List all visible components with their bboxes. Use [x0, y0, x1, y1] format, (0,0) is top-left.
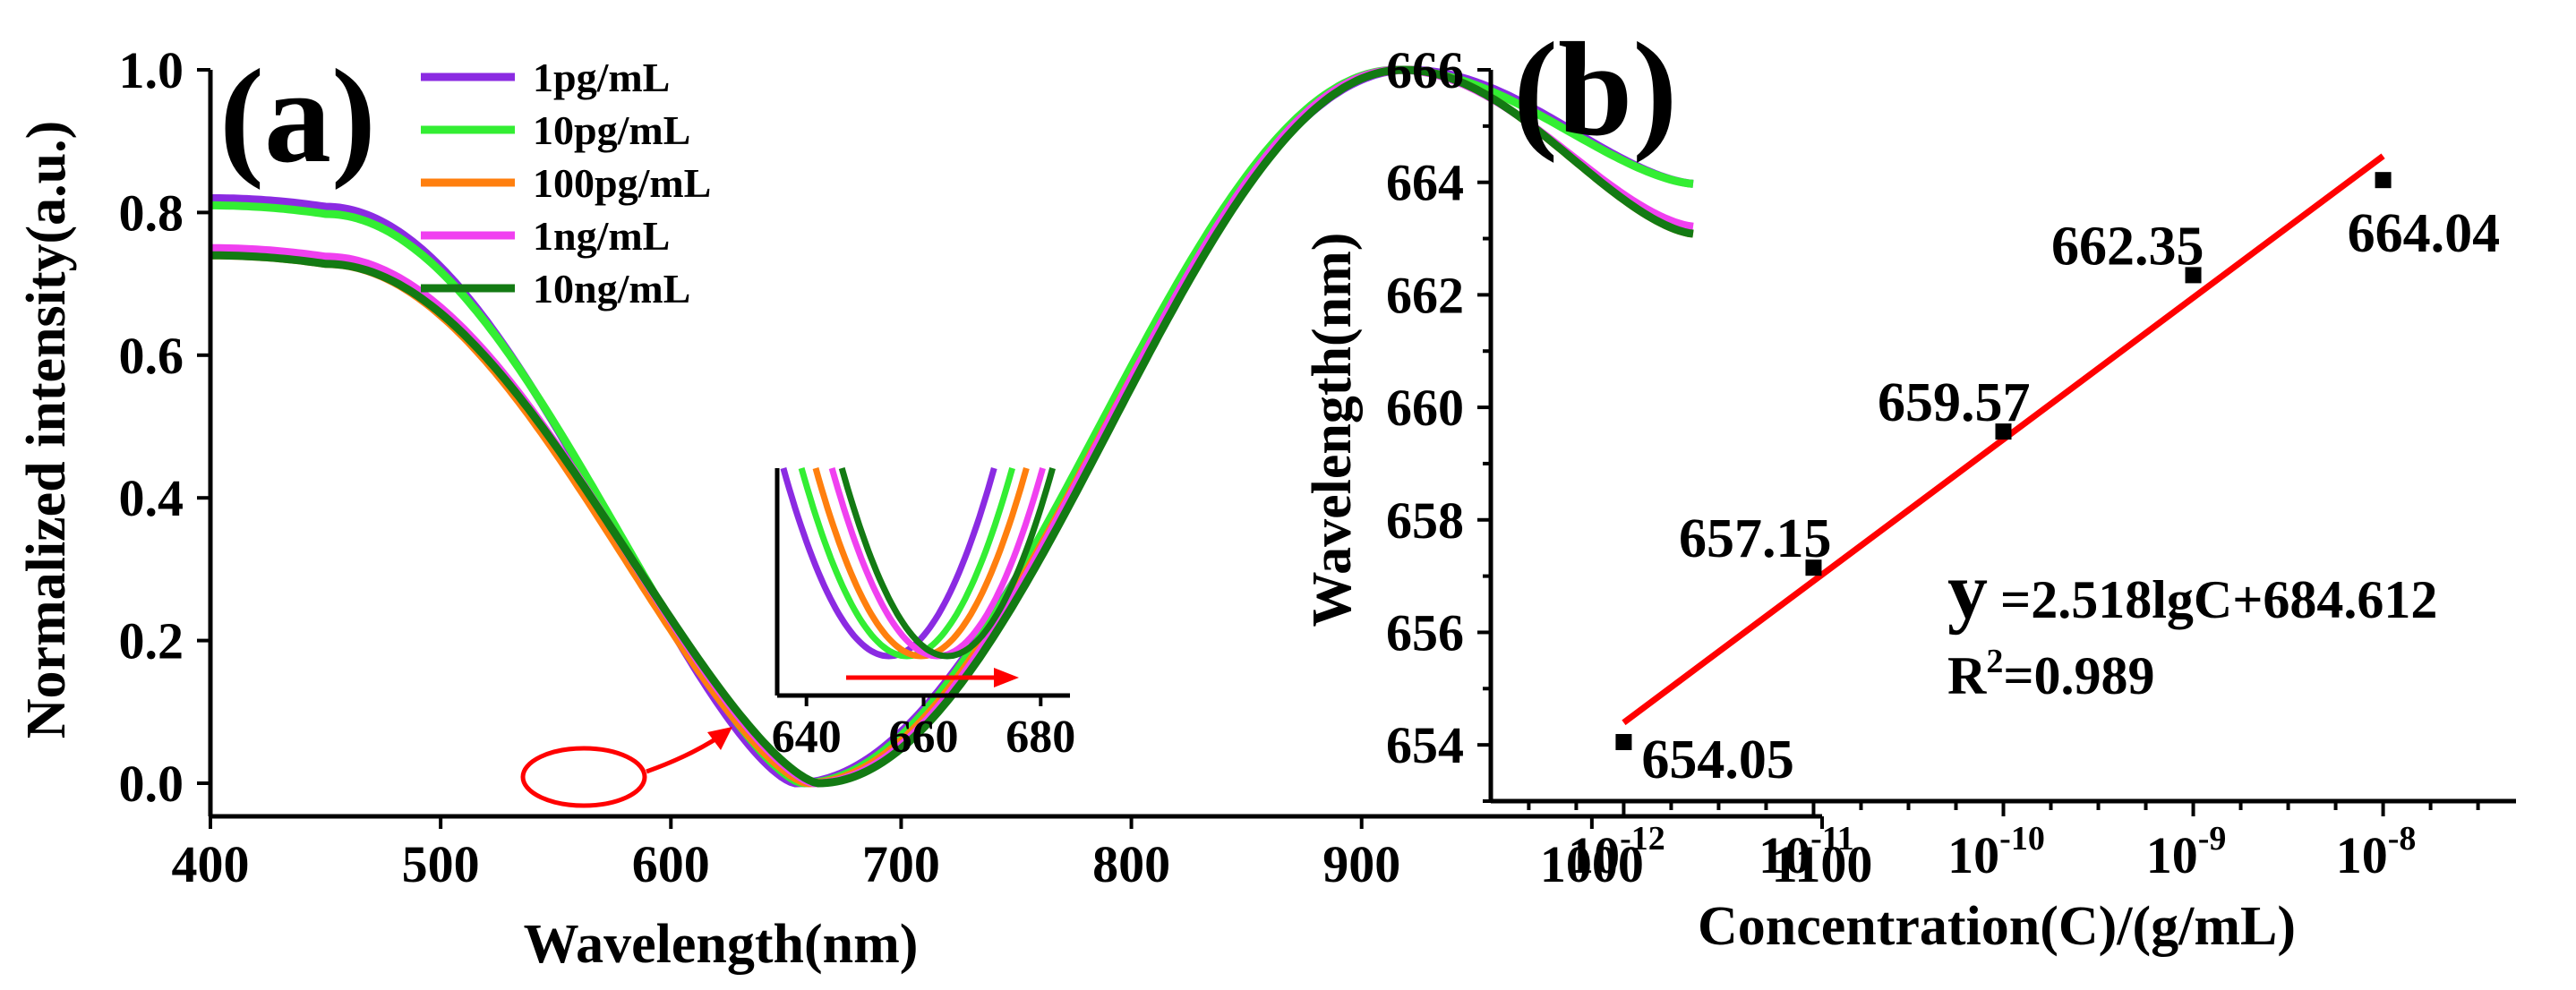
- a-y-tick-label: 0.6: [119, 327, 184, 385]
- b-x-tick-exponent: -8: [2388, 820, 2417, 858]
- b-y-tick-label: 666: [1386, 41, 1464, 99]
- inset-curves: [780, 467, 1056, 660]
- b-x-tick-label: 10-11: [1759, 820, 1854, 884]
- b-x-tick-label: 10-10: [1947, 820, 2045, 884]
- fit-r-squared: R2=0.989: [1947, 643, 2155, 705]
- b-x-tick-base: 10: [1947, 826, 1999, 884]
- a-x-ticks: 400 500 600 700 800 900 1000 1100: [172, 816, 1873, 893]
- panel-b-label: (b): [1513, 15, 1677, 164]
- b-x-tick-base: 10: [1759, 826, 1810, 884]
- b-x-tick-base: 10: [1568, 826, 1620, 884]
- a-y-tick-label: 0.0: [119, 755, 184, 813]
- fit-equation: y =2.518lgC+684.612: [1947, 547, 2437, 636]
- a-x-tick-label: 800: [1092, 835, 1170, 893]
- legend-item-10pg/mL: 10pg/mL: [533, 107, 690, 153]
- data-point: [2375, 172, 2392, 189]
- a-y-tick-label: 1.0: [119, 41, 184, 99]
- a-x-tick-label: 900: [1322, 835, 1400, 893]
- data-point: [1995, 423, 2012, 440]
- inset: 640 660 680: [772, 467, 1075, 763]
- inset-series-line-10ng/mL: [838, 467, 1056, 660]
- panel-a: (a) 400 500 600 700 800 900 1000 1100 0.0 0.2 0.4…: [16, 41, 1872, 975]
- a-y-axis-label: Normalized intensity(a.u.): [16, 121, 77, 739]
- inset-series-line-100pg/mL: [812, 467, 1030, 660]
- b-x-tick-label: 10-12: [1568, 820, 1665, 884]
- fit-r-squared-value: =0.989: [2003, 646, 2154, 705]
- inset-x-tick-label: 660: [889, 712, 959, 763]
- fit-equation-body: =2.518lgC+684.612: [2000, 570, 2437, 629]
- data-label: 657.15: [1679, 508, 1832, 569]
- a-x-tick-label: 600: [632, 835, 710, 893]
- legend-item-1pg/mL: 1pg/mL: [533, 55, 670, 100]
- fit-r-squared-r: R: [1947, 646, 1987, 705]
- inset-ticks: 640 660 680: [772, 696, 1075, 763]
- inset-x-tick-label: 680: [1006, 712, 1075, 763]
- b-x-tick-label: 10-9: [2146, 820, 2227, 884]
- b-points: 654.05 657.15 659.57 662.35 664.04: [1615, 172, 2500, 790]
- b-y-tick-label: 656: [1386, 603, 1464, 661]
- a-x-axis-label: Wavelength(nm): [524, 914, 919, 975]
- b-x-tick-base: 10: [2336, 826, 2388, 884]
- b-x-axis-label-text: Concentration(C)/(g/mL): [1698, 896, 2296, 957]
- dip-to-inset-arrow: [646, 733, 723, 774]
- b-y-ticks: 654 656 658 660 662 664 666: [1386, 41, 1491, 803]
- b-x-tick-exponent: -12: [1620, 820, 1665, 858]
- a-y-tick-label: 0.8: [119, 183, 184, 242]
- data-label: 664.04: [2348, 203, 2501, 264]
- a-y-tick-label: 0.4: [119, 469, 184, 527]
- b-x-tick-exponent: -11: [1810, 820, 1854, 858]
- b-x-tick-base: 10: [2146, 826, 2198, 884]
- b-x-tick-exponent: -9: [2198, 820, 2227, 858]
- legend: 1pg/mL 10pg/mL 100pg/mL 1ng/mL 10ng/mL: [421, 55, 711, 312]
- a-x-tick-label: 1100: [1772, 835, 1873, 893]
- inset-shift-arrowhead: [994, 668, 1019, 687]
- inset-series-line-1pg/mL: [780, 467, 997, 660]
- data-label: 662.35: [2051, 216, 2204, 277]
- dip-to-inset-arrowhead: [707, 727, 732, 750]
- data-point: [2185, 267, 2202, 284]
- b-x-axis-label: Concentration(C)/(g/mL): [1698, 896, 2296, 957]
- b-x-tick-label: 10-8: [2336, 820, 2417, 884]
- legend-item-1ng/mL: 1ng/mL: [533, 213, 670, 259]
- a-x-tick-label: 400: [172, 835, 250, 893]
- panel-a-label: (a): [219, 42, 376, 191]
- a-x-tick-label: 500: [402, 835, 480, 893]
- data-label: 659.57: [1878, 372, 2031, 433]
- b-y-tick-label: 658: [1386, 491, 1464, 550]
- a-y-tick-label: 0.2: [119, 612, 184, 670]
- legend-item-10ng/mL: 10ng/mL: [533, 266, 690, 312]
- legend-item-100pg/mL: 100pg/mL: [533, 160, 711, 206]
- fit-r-squared-sup: 2: [1986, 643, 2003, 680]
- b-y-axis-label: Wavelength(nm): [1302, 233, 1363, 627]
- b-y-tick-label: 660: [1386, 379, 1464, 437]
- b-y-tick-label: 664: [1386, 154, 1464, 212]
- dip-highlight-ellipse: [520, 746, 647, 808]
- a-x-tick-label: 1000: [1540, 835, 1644, 893]
- b-x-ticks: 10-12 10-11 10-10 10-9 10-8: [1527, 801, 2480, 884]
- inset-x-tick-label: 640: [772, 712, 842, 763]
- b-y-tick-label: 662: [1386, 266, 1464, 324]
- data-label: 654.05: [1641, 730, 1794, 790]
- data-point: [1615, 734, 1632, 751]
- data-point: [1805, 559, 1822, 576]
- b-y-tick-label: 654: [1386, 716, 1464, 774]
- b-x-tick-exponent: -10: [1999, 820, 2045, 858]
- a-y-ticks: 0.0 0.2 0.4 0.6 0.8 1.0: [119, 41, 210, 813]
- fit-equation-y: y: [1947, 547, 1988, 636]
- a-x-tick-label: 700: [862, 835, 940, 893]
